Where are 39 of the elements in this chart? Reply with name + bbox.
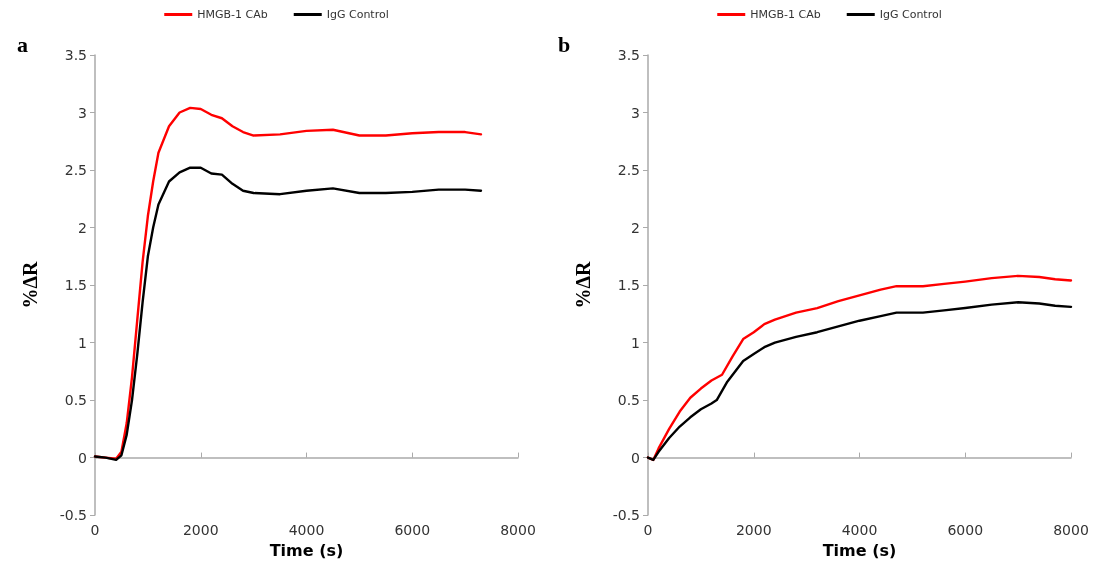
x-axis-title: Time (s) (269, 540, 344, 560)
y-axis-title: %ΔR (572, 261, 594, 309)
y-tick-label: 3 (78, 104, 87, 121)
y-tick-label: 1 (78, 334, 87, 351)
y-tick-label: 0 (631, 449, 640, 466)
y-tick-label: 0 (78, 449, 87, 466)
line-series (93, 166, 483, 462)
y-tick-label: 2 (631, 219, 640, 236)
x-tick-label: 6000 (947, 522, 984, 539)
y-tick-label: 3.5 (64, 47, 87, 63)
y-tick-label: 2.5 (64, 162, 87, 179)
y-tick-label: 0.5 (64, 392, 87, 409)
y-tick-label: 3.5 (617, 47, 640, 63)
legend-label: IgG Control (879, 8, 942, 21)
x-tick-label: 4000 (288, 522, 325, 539)
y-tick-label: 1 (631, 334, 640, 351)
x-tick-label: 6000 (394, 522, 431, 539)
x-tick-label: 0 (90, 522, 100, 539)
y-tick-label: 1.5 (617, 277, 640, 294)
y-tick-label: 0.5 (617, 392, 640, 409)
x-tick-label: 2000 (182, 522, 219, 539)
x-tick-label: 0 (643, 522, 653, 539)
x-tick-label: 4000 (841, 522, 878, 539)
y-tick-label: 1.5 (64, 277, 87, 294)
x-axis-title: Time (s) (822, 540, 897, 560)
chart-title: b (558, 31, 571, 57)
legend-label: IgG Control (326, 8, 389, 21)
x-tick-label: 2000 (735, 522, 772, 539)
y-tick-label: -0.5 (59, 507, 87, 524)
chart-title: a (17, 31, 28, 57)
y-tick-label: 3 (631, 104, 640, 121)
legend-label: HMGB-1 CAb (750, 8, 821, 21)
y-axis-title: %ΔR (19, 261, 41, 309)
x-tick-label: 8000 (500, 522, 536, 539)
x-tick-label: 8000 (1053, 522, 1089, 539)
y-tick-label: -0.5 (612, 507, 640, 524)
y-tick-label: 2 (78, 219, 87, 236)
y-tick-label: 2.5 (617, 162, 640, 179)
legend-label: HMGB-1 CAb (197, 8, 268, 21)
